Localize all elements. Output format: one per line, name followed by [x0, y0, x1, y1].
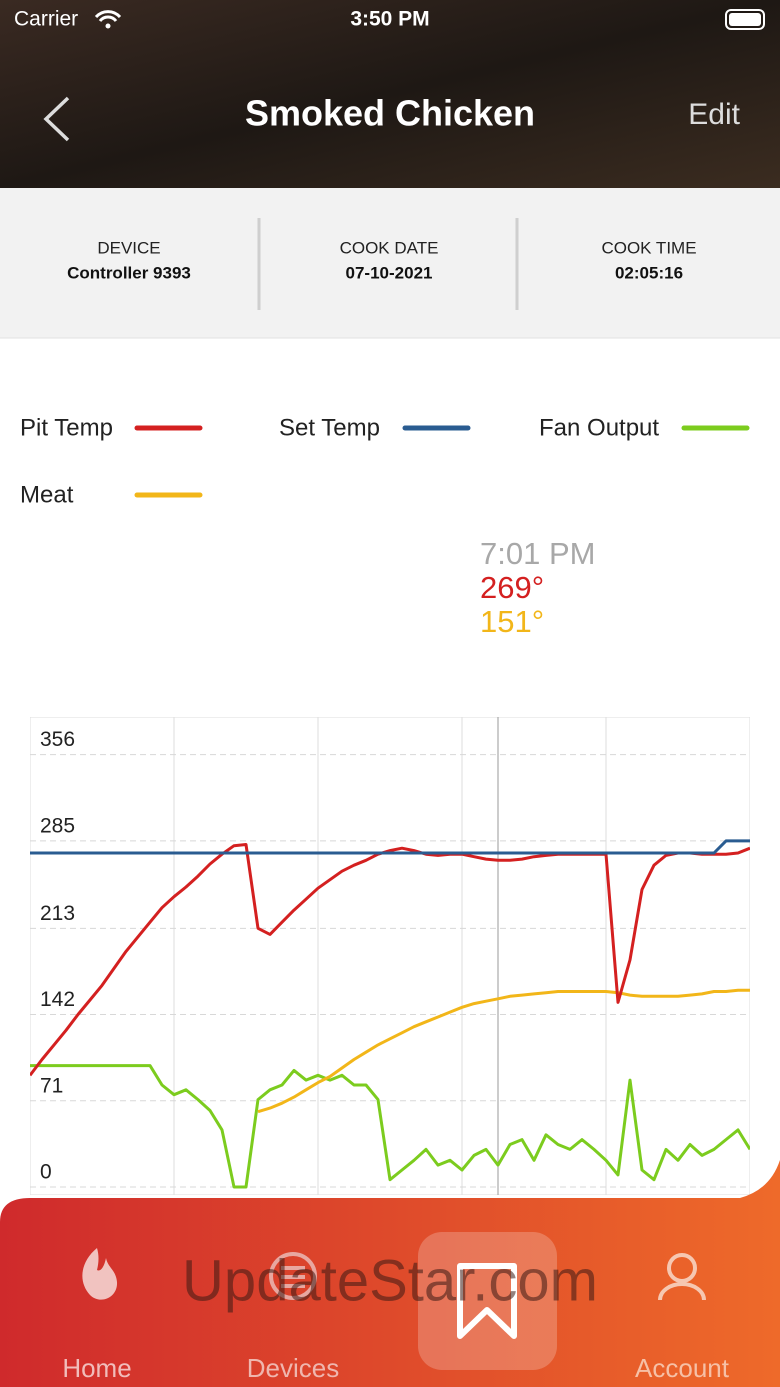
series-line — [30, 843, 750, 1077]
info-label: COOK TIME — [601, 238, 696, 257]
bookmark-icon — [457, 1263, 517, 1339]
header-background — [0, 0, 780, 188]
battery-level — [729, 13, 761, 26]
info-panel — [0, 188, 780, 338]
y-tick-label: 0 — [40, 1161, 52, 1184]
series-line — [30, 1064, 750, 1189]
info-value: 02:05:16 — [615, 263, 683, 282]
back-button[interactable] — [43, 96, 70, 142]
page-title: Smoked Chicken — [245, 93, 535, 134]
devices-icon[interactable] — [269, 1252, 317, 1300]
tab-label[interactable]: Devices — [247, 1353, 339, 1383]
edit-button[interactable]: Edit — [688, 98, 740, 131]
home-icon[interactable] — [82, 1248, 118, 1300]
series-line — [30, 839, 750, 855]
legend-label: Fan Output — [539, 414, 659, 441]
info-label: DEVICE — [97, 238, 160, 257]
plot-frame — [30, 717, 750, 1195]
info-value: Controller 9393 — [67, 263, 191, 282]
series-line — [257, 988, 750, 1114]
legend-label: Meat — [20, 481, 74, 508]
y-tick-label: 213 — [40, 902, 75, 925]
tooltip-pit: 269° — [480, 570, 544, 605]
active-tab[interactable] — [418, 1232, 557, 1370]
info-label: COOK DATE — [340, 238, 439, 257]
tab-bar — [0, 1160, 780, 1387]
clock: 3:50 PM — [350, 8, 429, 31]
account-icon-body — [658, 1282, 706, 1301]
legend-label: Pit Temp — [20, 414, 113, 441]
account-icon[interactable] — [667, 1253, 697, 1283]
plot: 0 71 142 213 285 356 — [30, 717, 750, 1195]
y-tick-label: 142 — [40, 988, 75, 1011]
legend-label: Set Temp — [279, 414, 380, 441]
tooltip-time: 7:01 PM — [480, 536, 595, 571]
wifi-icon — [94, 10, 122, 23]
info-value: 07-10-2021 — [346, 263, 433, 282]
y-tick-label: 71 — [40, 1074, 63, 1097]
tooltip-meat: 151° — [480, 604, 544, 639]
carrier: Carrier — [14, 8, 78, 31]
devices-icon-lines — [281, 1266, 305, 1288]
y-tick-label: 285 — [40, 814, 75, 837]
wifi-dot — [105, 23, 111, 29]
y-tick-label: 356 — [40, 728, 75, 751]
watermark: UpdateStar.com — [182, 1248, 598, 1313]
tab-label[interactable]: Home — [62, 1353, 131, 1383]
battery — [725, 9, 765, 30]
info-items: DEVICE Controller 9393 COOK DATE 07-10-2021… — [67, 238, 696, 282]
legend: Pit Temp Set Temp Fan Output Meat — [20, 414, 750, 508]
tab-label[interactable]: Account — [635, 1353, 730, 1383]
